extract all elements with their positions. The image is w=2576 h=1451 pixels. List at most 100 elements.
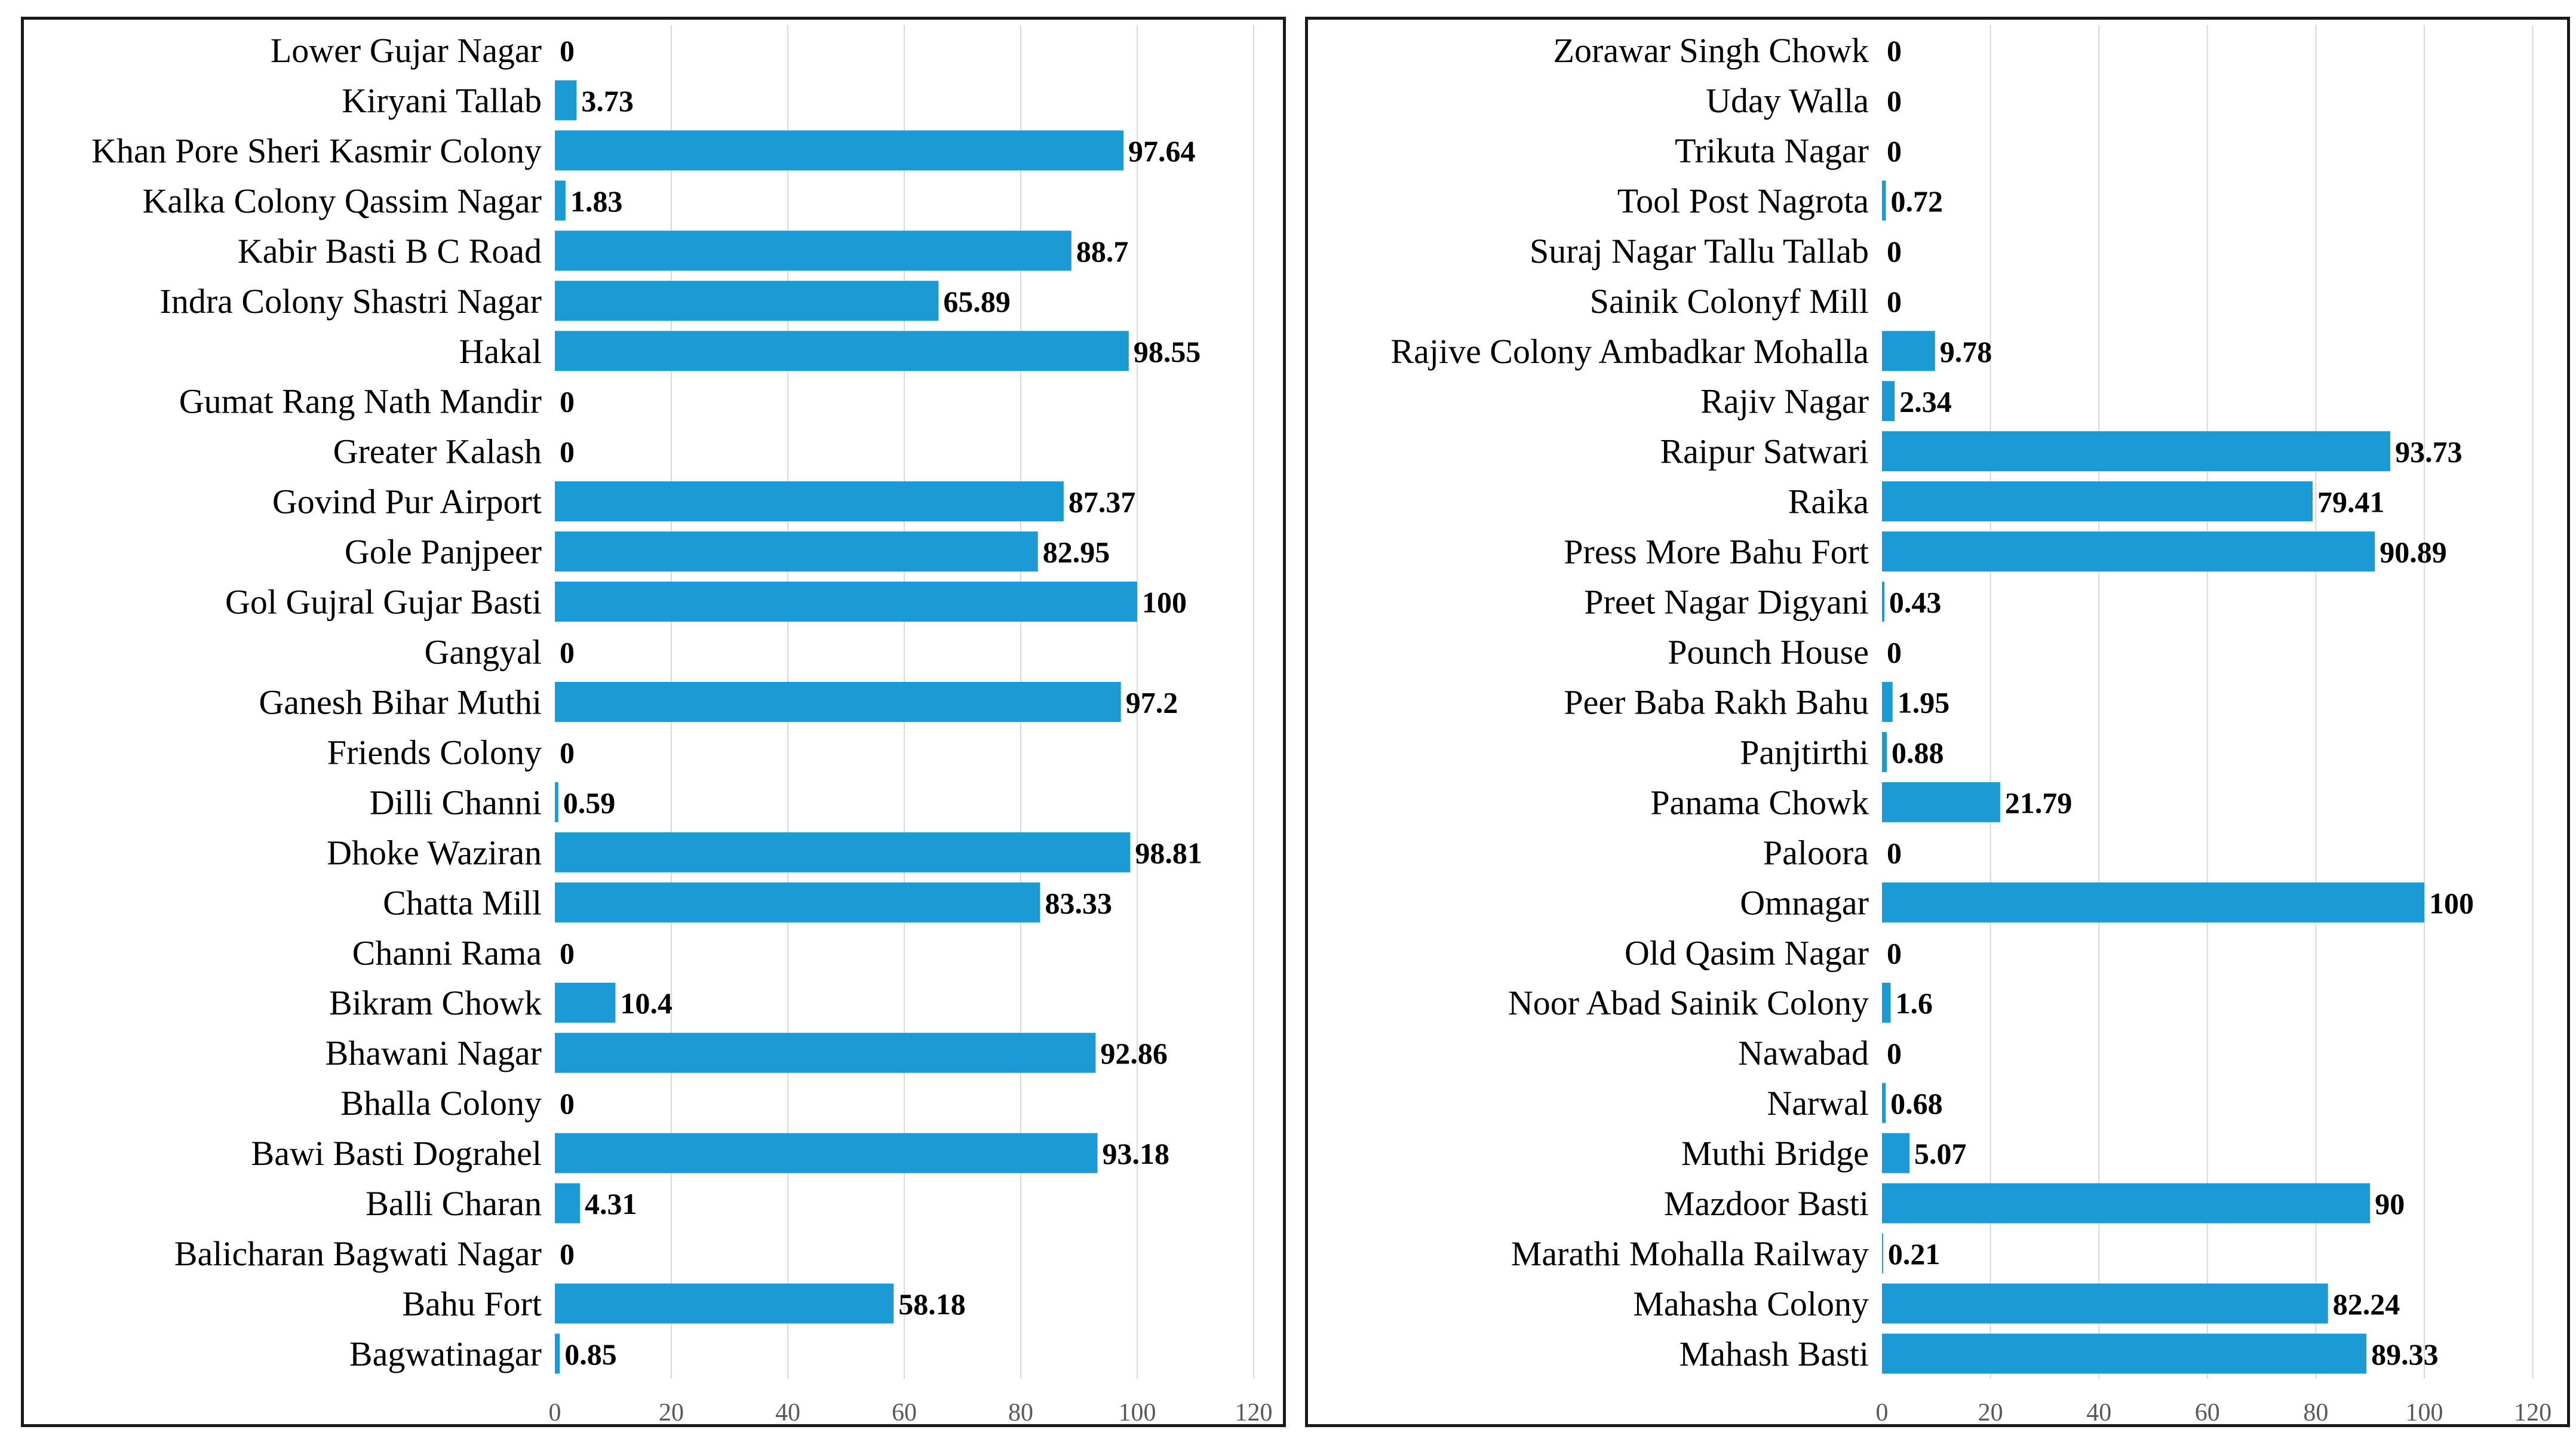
bar (1882, 180, 1886, 221)
category-label: Hakal (459, 332, 542, 371)
x-tick-label: 40 (2086, 1399, 2111, 1427)
x-tick-label: 20 (659, 1399, 684, 1427)
category-label: Rajive Colony Ambadkar Mohalla (1390, 332, 1869, 371)
value-label: 0 (560, 636, 575, 669)
category-label: Uday Walla (1706, 81, 1869, 120)
category-label: Mazdoor Basti (1664, 1184, 1869, 1223)
bar (555, 832, 1131, 872)
value-label: 83.33 (1045, 886, 1112, 920)
value-label: 100 (1142, 586, 1187, 619)
category-label: Lower Gujar Nagar (271, 31, 542, 70)
category-label: Channi Rama (352, 933, 542, 972)
value-label: 0 (1887, 1037, 1902, 1070)
bar (1882, 381, 1895, 422)
value-label: 0.43 (1889, 586, 1942, 619)
category-label: Preet Nagar Digyani (1584, 583, 1869, 622)
category-label: Bagwatinagar (349, 1335, 542, 1373)
category-label: Bhalla Colony (340, 1084, 542, 1123)
value-label: 58.18 (898, 1287, 966, 1321)
bar (555, 882, 1040, 923)
value-label: 97.2 (1126, 685, 1178, 719)
category-label: Indra Colony Shastri Nagar (160, 282, 542, 321)
category-label: Dilli Channi (370, 783, 542, 822)
value-label: 0 (560, 435, 575, 469)
value-label: 1.6 (1896, 986, 1933, 1020)
value-label: 0 (1887, 134, 1902, 168)
bar (555, 982, 616, 1023)
category-label: Ganesh Bihar Muthi (259, 683, 542, 721)
value-label: 0.72 (1891, 185, 1943, 218)
value-label: 0.59 (563, 786, 615, 819)
x-tick-label: 100 (2406, 1399, 2443, 1427)
category-label: Nawabad (1738, 1034, 1869, 1072)
value-label: 0 (1887, 836, 1902, 869)
bar (1882, 882, 2424, 923)
x-tick-label: 60 (2195, 1399, 2220, 1427)
bar (1882, 1133, 1910, 1173)
bar (1882, 982, 1891, 1023)
category-label: Gumat Rang Nath Mandir (179, 382, 542, 421)
value-label: 90.89 (2380, 536, 2447, 569)
category-label: Balicharan Bagwati Nagar (174, 1234, 542, 1273)
value-label: 1.95 (1898, 685, 1950, 719)
value-label: 0 (560, 34, 575, 67)
value-label: 10.4 (620, 986, 673, 1020)
value-label: 93.18 (1103, 1137, 1170, 1170)
bar (1882, 1283, 2328, 1324)
category-label: Suraj Nagar Tallu Tallab (1530, 232, 1869, 270)
value-label: 79.41 (2317, 485, 2385, 519)
bar (1882, 1233, 1883, 1274)
category-label: Omnagar (1740, 883, 1869, 922)
value-label: 82.95 (1043, 536, 1110, 569)
bar (555, 130, 1123, 171)
bar (555, 1283, 894, 1324)
bar (555, 1183, 581, 1223)
category-label: Paloora (1763, 833, 1869, 872)
bar (1882, 531, 2375, 572)
value-label: 0.68 (1890, 1087, 1943, 1120)
bar (1882, 431, 2391, 472)
category-label: Bahu Fort (402, 1284, 542, 1323)
value-label: 0 (1887, 636, 1902, 669)
bar (1882, 582, 1884, 622)
value-label: 0 (560, 736, 575, 769)
x-tick-label: 0 (549, 1399, 561, 1427)
value-label: 0 (1887, 285, 1902, 318)
value-label: 2.34 (1899, 385, 1952, 419)
category-label: Bhawani Nagar (326, 1034, 542, 1072)
bar (1882, 731, 1887, 772)
category-label: Dhoke Waziran (327, 833, 542, 872)
bar (555, 230, 1071, 271)
bar (555, 1133, 1098, 1173)
category-label: Narwal (1767, 1084, 1869, 1123)
value-label: 0 (560, 1087, 575, 1120)
category-label: Tool Post Nagrota (1617, 182, 1869, 220)
x-tick-label: 0 (1876, 1399, 1889, 1427)
value-label: 88.7 (1076, 235, 1129, 268)
category-label: Muthi Bridge (1681, 1134, 1869, 1173)
value-label: 0.21 (1888, 1237, 1941, 1271)
left-bar-chart: 0 20 40 60 80 100 120 Lower Gujar Nagar 0 Kiryani… (91, 25, 1273, 1427)
category-label: Bikram Chowk (329, 983, 542, 1022)
category-label: Rajiv Nagar (1700, 382, 1869, 421)
value-label: 0.85 (564, 1338, 617, 1371)
bar (1882, 681, 1893, 722)
value-label: 0 (1887, 235, 1902, 268)
value-label: 5.07 (1914, 1137, 1967, 1170)
value-label: 1.83 (570, 185, 623, 218)
bar (555, 782, 558, 822)
x-tick-label: 100 (1119, 1399, 1156, 1427)
bar (555, 531, 1038, 572)
right-chart-panel: 0 20 40 60 80 100 120 Zorawar Singh Chowk 0 Uday … (1305, 17, 2570, 1427)
category-label: Kabir Basti B C Road (238, 232, 542, 270)
x-tick-label: 80 (1008, 1399, 1033, 1427)
category-label: Balli Charan (366, 1184, 542, 1223)
category-label: Sainik Colonyf Mill (1590, 282, 1869, 321)
category-label: Gangyal (425, 633, 542, 672)
bar (555, 481, 1064, 522)
value-label: 0 (1887, 936, 1902, 970)
bar (1882, 1183, 2371, 1223)
category-label: Gol Gujral Gujar Basti (225, 583, 542, 622)
category-label: Kiryani Tallab (342, 81, 542, 120)
category-label: Khan Pore Sheri Kasmir Colony (91, 131, 542, 170)
